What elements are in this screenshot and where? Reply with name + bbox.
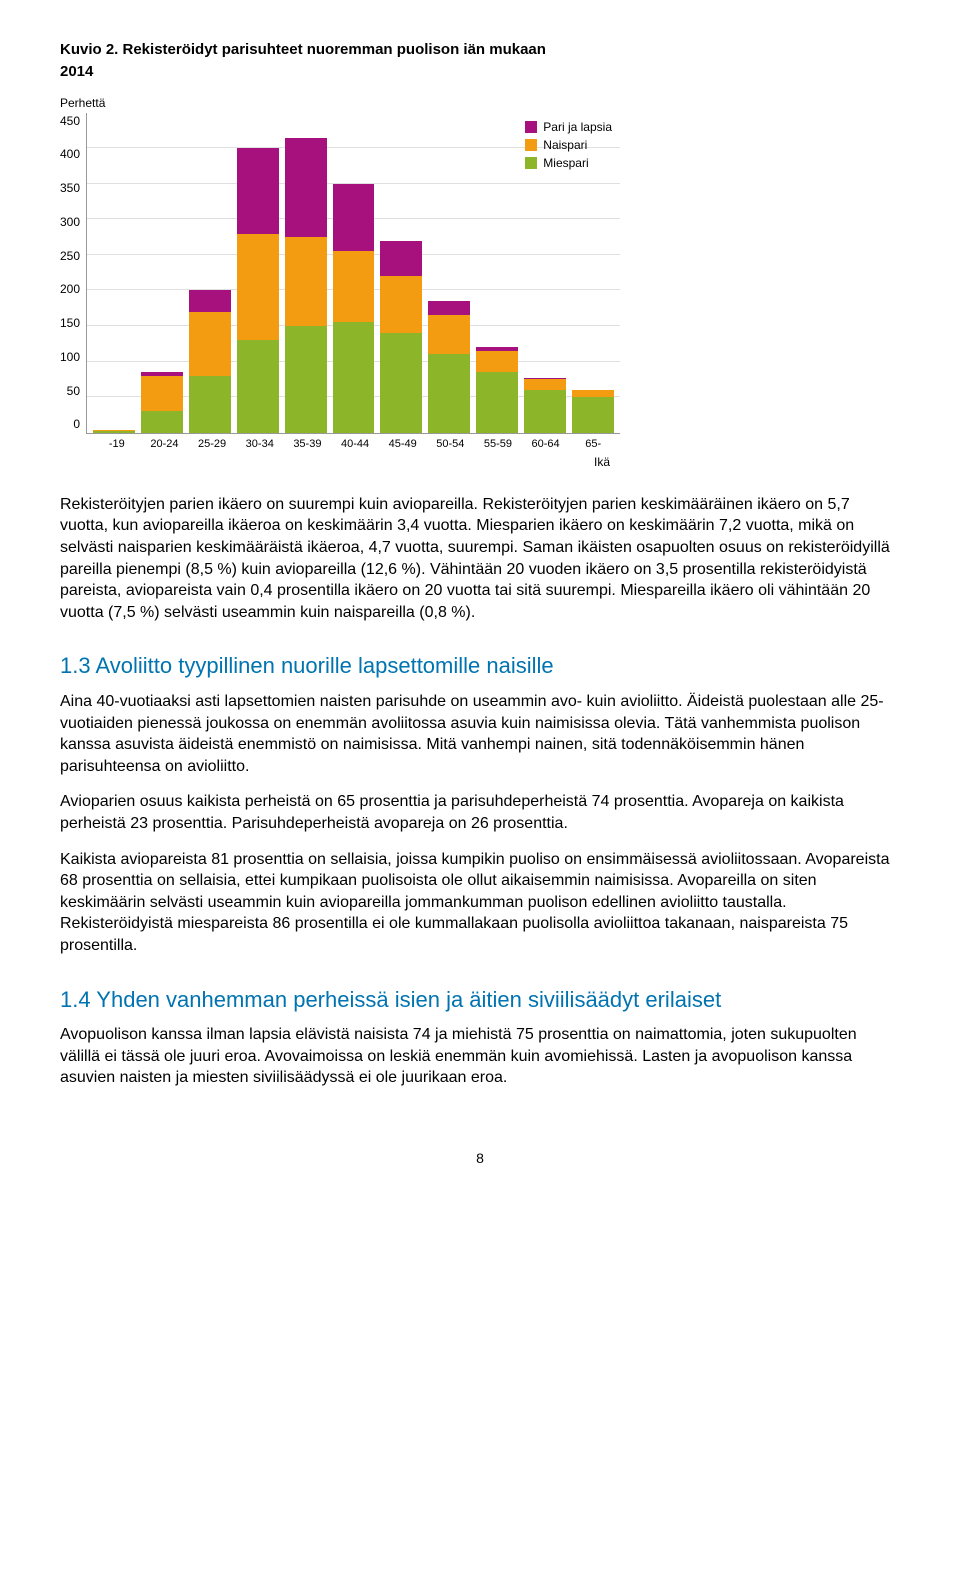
bar-column — [141, 113, 183, 433]
figure-caption: Kuvio 2. Rekisteröidyt parisuhteet nuore… — [60, 40, 900, 60]
body-paragraph: Avioparien osuus kaikista perheistä on 6… — [60, 791, 900, 834]
y-tick: 350 — [60, 180, 80, 196]
bar-segment-pari_ja_lapsia — [428, 301, 470, 315]
y-tick: 0 — [73, 416, 80, 432]
bar-column — [237, 113, 279, 433]
bar-segment-miespari — [333, 322, 375, 432]
bar-column — [476, 113, 518, 433]
y-tick: 100 — [60, 349, 80, 365]
bar-column — [428, 113, 470, 433]
x-tick: 55-59 — [477, 437, 519, 452]
bar-segment-naispari — [189, 312, 231, 376]
x-axis: -19 20-24 25-29 30-34 35-39 40-44 45-49 50-54 55… — [90, 433, 620, 452]
bar-segment-miespari — [380, 333, 422, 433]
bar-segment-miespari — [285, 326, 327, 433]
bar-segment-pari_ja_lapsia — [237, 148, 279, 233]
bar-segment-miespari — [93, 431, 135, 432]
bar-segment-pari_ja_lapsia — [285, 138, 327, 238]
page-number: 8 — [60, 1149, 900, 1168]
y-tick: 50 — [67, 383, 80, 399]
bar-segment-pari_ja_lapsia — [380, 241, 422, 277]
bar-segment-pari_ja_lapsia — [189, 290, 231, 311]
bar-segment-miespari — [189, 376, 231, 433]
x-tick: 50-54 — [429, 437, 471, 452]
bar-segment-naispari — [572, 390, 614, 397]
bar-column — [93, 113, 135, 433]
y-tick: 200 — [60, 281, 80, 297]
x-tick: 60-64 — [525, 437, 567, 452]
bar-segment-naispari — [476, 351, 518, 372]
x-tick: 20-24 — [144, 437, 186, 452]
y-tick: 250 — [60, 248, 80, 264]
bar-column — [285, 113, 327, 433]
bar-segment-miespari — [524, 390, 566, 433]
body-paragraph: Aina 40-vuotiaaksi asti lapsettomien nai… — [60, 691, 900, 777]
bar-segment-miespari — [476, 372, 518, 432]
chart-wrapper: Perhettä 450 400 350 300 250 200 150 100 50 0 Par… — [60, 95, 620, 470]
bar-segment-naispari — [141, 376, 183, 412]
x-tick: 35-39 — [287, 437, 329, 452]
body-paragraph: Kaikista aviopareista 81 prosenttia on s… — [60, 849, 900, 957]
bar-segment-naispari — [237, 234, 279, 341]
chart-bars — [87, 113, 620, 433]
bar-segment-naispari — [285, 237, 327, 326]
bar-segment-miespari — [428, 354, 470, 432]
bar-segment-miespari — [237, 340, 279, 432]
bar-segment-naispari — [428, 315, 470, 354]
y-tick: 450 — [60, 113, 80, 129]
bar-segment-pari_ja_lapsia — [333, 184, 375, 252]
plot-area: Pari ja lapsiaNaispariMiespari — [86, 113, 620, 434]
section-heading-14: 1.4 Yhden vanhemman perheissä isien ja ä… — [60, 985, 900, 1015]
bar-column — [380, 113, 422, 433]
body-paragraph: Avopuolison kanssa ilman lapsia elävistä… — [60, 1024, 900, 1089]
y-axis-title: Perhettä — [60, 95, 620, 111]
y-tick: 400 — [60, 146, 80, 162]
y-tick: 150 — [60, 315, 80, 331]
bar-column — [572, 113, 614, 433]
x-tick: 45-49 — [382, 437, 424, 452]
section-heading-13: 1.3 Avoliitto tyypillinen nuorille lapse… — [60, 651, 900, 681]
x-tick: 25-29 — [191, 437, 233, 452]
x-tick: 65- — [572, 437, 614, 452]
y-axis: 450 400 350 300 250 200 150 100 50 0 — [60, 113, 86, 433]
bar-column — [524, 113, 566, 433]
y-tick: 300 — [60, 214, 80, 230]
bar-column — [189, 113, 231, 433]
bar-column — [333, 113, 375, 433]
x-tick: -19 — [96, 437, 138, 452]
bar-segment-miespari — [572, 397, 614, 433]
x-axis-title: Ikä — [60, 454, 620, 470]
x-tick: 30-34 — [239, 437, 281, 452]
figure-caption-year: 2014 — [60, 62, 900, 82]
body-paragraph: Rekisteröityjen parien ikäero on suuremp… — [60, 494, 900, 624]
bar-segment-miespari — [141, 411, 183, 432]
bar-segment-naispari — [380, 276, 422, 333]
bar-segment-naispari — [333, 251, 375, 322]
bar-segment-naispari — [524, 379, 566, 390]
x-tick: 40-44 — [334, 437, 376, 452]
chart-plot: 450 400 350 300 250 200 150 100 50 0 Pari ja laps… — [60, 113, 620, 433]
